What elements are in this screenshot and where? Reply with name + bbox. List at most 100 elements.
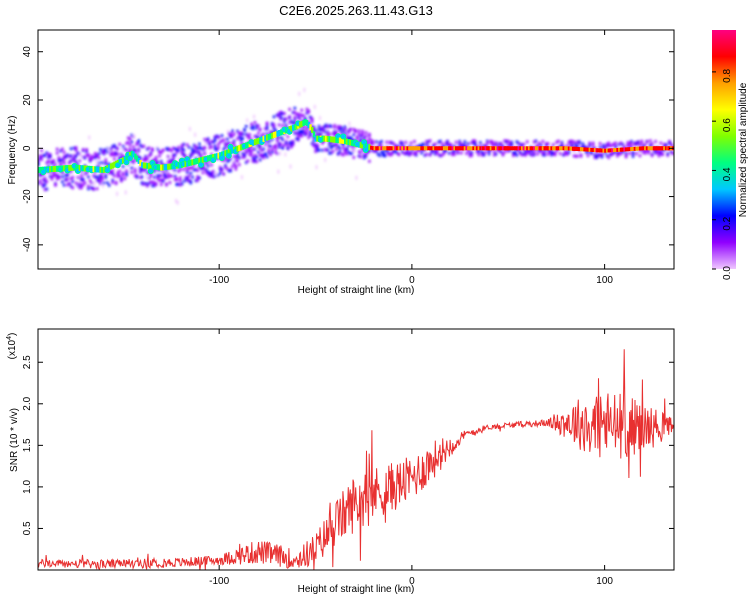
spectrogram-halo-cell: [574, 142, 578, 146]
spectrogram-halo-cell: [40, 155, 43, 159]
spectrogram-speckle: [175, 198, 178, 203]
spectrogram-halo-cell: [69, 154, 73, 158]
spectrogram-halo-cell: [241, 155, 245, 159]
spectrogram-halo-cell: [317, 128, 321, 132]
spectrogram-halo-cell: [185, 177, 189, 181]
spectrogram-halo-cell: [446, 143, 449, 147]
spectrogram-halo-cell: [277, 114, 281, 118]
spectrogram-halo-cell: [624, 154, 628, 158]
spectrogram-halo-cell: [57, 156, 61, 160]
spectrogram-core-cell: [493, 146, 496, 151]
spectrogram-halo-cell: [243, 153, 246, 157]
spectrogram-halo-cell: [317, 124, 321, 128]
spectrogram-halo-cell: [133, 148, 137, 152]
spectrogram-halo-cell: [338, 150, 342, 154]
spectrogram-core-cell: [510, 146, 513, 151]
spectrogram-halo-cell: [81, 177, 85, 181]
spectrogram-halo-cell: [387, 152, 390, 156]
spectrogram-peak-dot: [123, 159, 130, 166]
spectrogram-core-cell: [272, 131, 276, 138]
spectrogram-halo-cell: [172, 146, 175, 150]
spectrogram-halo-cell: [92, 155, 95, 159]
spectrogram-halo-cell: [288, 141, 291, 145]
spectrogram-halo-cell: [310, 142, 314, 146]
spectrogram-halo-cell: [413, 151, 416, 155]
spectrogram-core-cell: [501, 146, 505, 151]
spectrogram-halo-cell: [510, 140, 513, 144]
spectrogram-halo-cell: [191, 147, 194, 151]
spectrogram-halo-cell: [368, 132, 371, 136]
spectrogram-halo-cell: [55, 151, 59, 155]
spectrogram-speckle: [93, 181, 96, 186]
spectrogram-speckle: [324, 157, 327, 162]
spectrogram-halo-cell: [213, 136, 217, 140]
spectrogram-halo-cell: [380, 140, 383, 144]
spectrogram-core-cell: [210, 154, 213, 161]
spectrogram-halo-cell: [664, 143, 668, 147]
spectrogram-halo-cell: [269, 144, 272, 148]
spectrogram-core-cell: [92, 166, 95, 173]
spectrogram-halo-cell: [62, 155, 66, 159]
spectrogram-halo-cell: [95, 175, 99, 179]
spectrogram-core-cell: [448, 146, 451, 151]
snr-y-multiplier-base: (x10: [7, 339, 18, 359]
spectrogram-core-cell: [54, 165, 57, 172]
spectrogram-speckle: [176, 200, 179, 205]
spectrogram-halo-cell: [290, 119, 293, 123]
spectrogram-halo-cell: [239, 139, 243, 143]
spectrogram-core-cell: [609, 148, 612, 153]
spectrogram-halo-cell: [59, 158, 62, 162]
spectrogram-halo-cell: [180, 182, 184, 186]
spectrogram-core-cell: [196, 157, 199, 164]
spectrogram-halo-cell: [466, 142, 470, 146]
spectrogram-halo-cell: [508, 141, 512, 145]
spectrogram-halo-cell: [527, 151, 531, 155]
spectrogram-halo-cell: [650, 154, 654, 158]
spectrogram-halo-cell: [257, 145, 260, 149]
spectrogram-halo-cell: [153, 175, 156, 179]
spectrogram-halo-cell: [192, 150, 196, 154]
spectrogram-halo-cell: [166, 160, 170, 164]
spectrogram-halo-cell: [68, 161, 71, 165]
spectrogram-halo-cell: [603, 146, 607, 150]
spectrogram-halo-cell: [333, 124, 337, 128]
spectrogram-core-cell: [411, 146, 415, 151]
spectrogram-halo-cell: [139, 170, 142, 174]
spectrogram-halo-cell: [650, 142, 654, 146]
spectrogram-halo-cell: [647, 151, 650, 155]
spectrogram-halo-cell: [617, 142, 621, 146]
spectrogram-halo-cell: [399, 141, 402, 145]
spectrogram-core-cell: [566, 146, 569, 151]
spectrogram-core-cell: [536, 146, 539, 151]
spectrogram-core-cell: [392, 146, 395, 151]
spectrogram-halo-cell: [61, 175, 64, 179]
spectrogram-core-cell: [271, 132, 274, 139]
spectrogram-core-cell: [368, 144, 371, 151]
spectrogram-speckle: [246, 118, 249, 123]
spectrogram-halo-cell: [182, 167, 186, 171]
spectrogram-halo-cell: [128, 147, 132, 151]
spectrogram-core-cell: [95, 166, 99, 173]
spectrogram-halo-cell: [222, 138, 225, 142]
spectrogram-halo-cell: [250, 126, 253, 130]
spectrogram-halo-cell: [50, 160, 54, 164]
spectrogram-halo-cell: [314, 143, 317, 147]
spectrogram-halo-cell: [59, 149, 62, 153]
spectrogram-halo-cell: [251, 158, 255, 162]
spectrogram-core-cell: [246, 141, 250, 148]
spectrogram-halo-cell: [591, 141, 595, 145]
spectrogram-halo-cell: [90, 157, 94, 161]
spectrogram-halo-cell: [640, 139, 644, 143]
spectrogram-halo-cell: [267, 140, 271, 144]
spectrogram-halo-cell: [231, 141, 234, 145]
spectrogram-halo-cell: [345, 147, 349, 151]
spectrogram-core-cell: [401, 146, 404, 151]
spectrogram-halo-cell: [649, 143, 652, 147]
spectrogram-halo-cell: [333, 143, 337, 147]
spectrogram-core-cell: [534, 146, 538, 151]
spectrogram-core-cell: [522, 146, 526, 151]
spectrogram-halo-cell: [524, 153, 527, 157]
spectrogram-halo-cell: [336, 145, 340, 149]
spectrogram-halo-cell: [42, 184, 45, 188]
spectrogram-halo-cell: [248, 149, 252, 153]
